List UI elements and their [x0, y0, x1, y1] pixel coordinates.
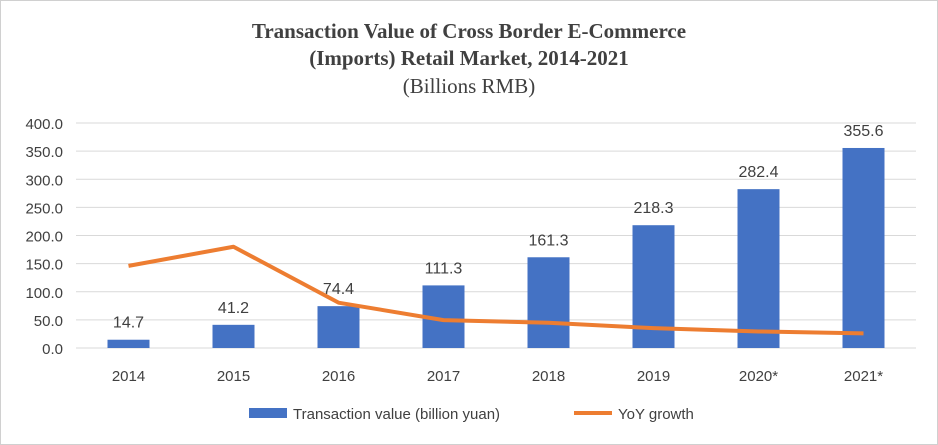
data-label: 218.3 — [633, 200, 673, 217]
bar — [842, 147, 885, 348]
data-label: 355.6 — [843, 123, 883, 140]
data-label: 14.7 — [113, 315, 144, 332]
y-tick-label: 100.0 — [25, 285, 63, 302]
y-tick-label: 250.0 — [25, 200, 63, 217]
chart-subtitle: (Billions RMB) — [402, 74, 536, 98]
data-label: 41.2 — [218, 300, 249, 317]
x-tick-label: 2017 — [427, 368, 460, 385]
y-tick-label: 300.0 — [25, 172, 63, 189]
chart-title-line2: (Imports) Retail Market, 2014-2021 — [309, 46, 629, 70]
bar — [737, 189, 780, 348]
x-tick-label: 2021* — [844, 368, 883, 385]
y-tick-label: 400.0 — [25, 116, 63, 133]
bar — [527, 257, 570, 348]
x-tick-label: 2019 — [637, 368, 670, 385]
yoy-line — [128, 244, 864, 336]
x-tick-label: 2014 — [112, 368, 145, 385]
data-label: 111.3 — [425, 260, 463, 277]
data-label: 74.4 — [323, 281, 354, 298]
y-tick-label: 350.0 — [25, 144, 63, 161]
bar — [212, 324, 255, 348]
x-tick-label: 2020* — [739, 368, 778, 385]
legend-label-bar: Transaction value (billion yuan) — [293, 406, 500, 423]
bar — [107, 339, 150, 348]
x-tick-label: 2015 — [217, 368, 250, 385]
x-tick-label: 2016 — [322, 368, 355, 385]
data-label: 161.3 — [528, 232, 568, 249]
y-tick-label: 50.0 — [34, 313, 63, 330]
y-tick-label: 0.0 — [42, 341, 63, 358]
y-tick-label: 200.0 — [25, 229, 63, 246]
y-tick-label: 150.0 — [25, 257, 63, 274]
chart-title-line1: Transaction Value of Cross Border E-Comm… — [251, 19, 687, 43]
bar — [317, 306, 360, 348]
legend-label-line: YoY growth — [618, 406, 694, 423]
legend-swatch-bar — [249, 408, 287, 418]
data-label: 282.4 — [738, 164, 778, 181]
x-tick-label: 2018 — [532, 368, 565, 385]
